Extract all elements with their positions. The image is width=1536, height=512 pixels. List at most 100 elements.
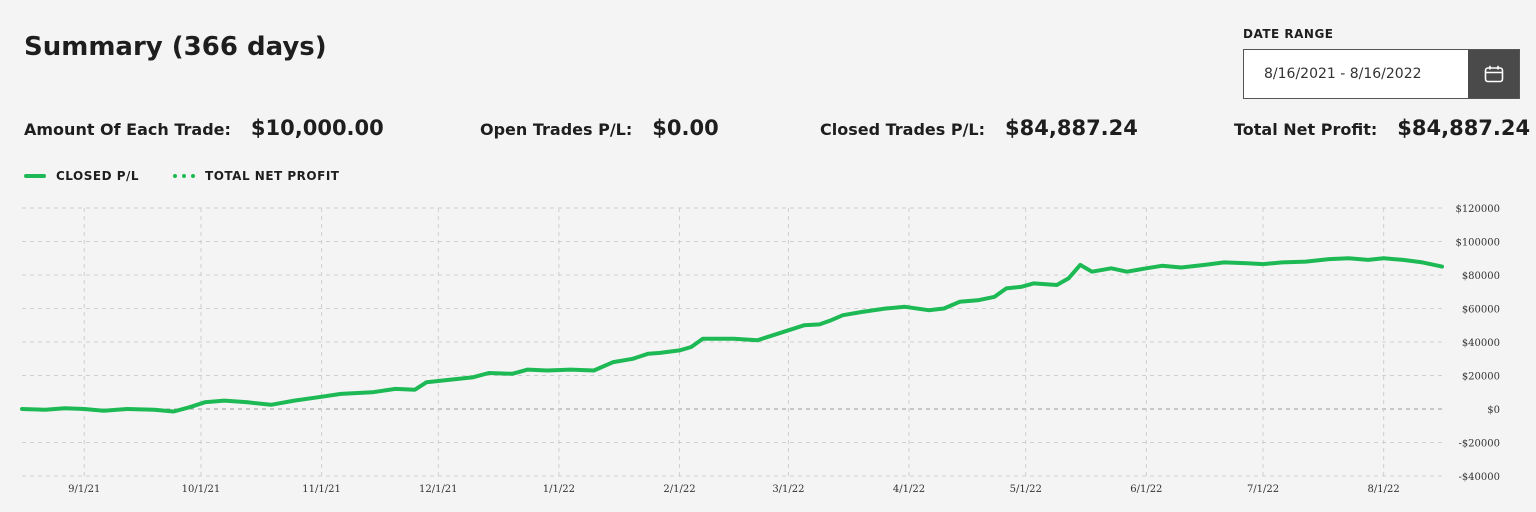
closed-pl-point	[569, 368, 572, 371]
y-tick-label: $60000	[1462, 305, 1500, 316]
y-tick-label: $40000	[1462, 338, 1500, 349]
closed-pl-point	[394, 388, 397, 390]
closed-pl-point	[631, 357, 634, 360]
amount-each-trade-label: Amount Of Each Trade:	[24, 120, 231, 139]
closed-pl-point	[316, 396, 319, 399]
closed-pl-point	[647, 352, 650, 355]
calendar-icon	[1484, 65, 1503, 83]
closed-pl-point	[1032, 282, 1035, 285]
closed-pl-point	[172, 410, 175, 413]
closed-pl-point	[1223, 261, 1225, 264]
closed-pl-point	[943, 307, 945, 310]
closed-pl-point	[425, 381, 428, 383]
page-title: Summary (366 days)	[24, 32, 327, 62]
closed-pl-point	[63, 407, 66, 409]
x-tick-label: 2/1/22	[663, 484, 695, 495]
date-range-input[interactable]	[1244, 50, 1469, 98]
x-tick-label: 8/1/22	[1368, 484, 1400, 495]
closed-pl-point	[1110, 267, 1113, 270]
closed-pl-point	[488, 372, 490, 374]
closed-pl-point	[830, 319, 833, 322]
closed-pl-point	[904, 306, 906, 308]
closed-pl-point	[1347, 257, 1350, 260]
closed-pl-point	[861, 311, 864, 313]
x-tick-label: 10/1/21	[182, 484, 221, 495]
total-net-profit-value: $84,887.24	[1397, 116, 1531, 140]
closed-pl-point	[1161, 264, 1163, 267]
closed-pl-point	[593, 369, 595, 372]
closed-pl-point	[126, 408, 128, 410]
x-tick-label: 1/1/22	[543, 484, 575, 495]
closed-pl-point	[1126, 270, 1128, 273]
pl-line-chart: $120000 $100000 $80000 $60000 $40000 $20000 $0…	[20, 204, 1500, 495]
x-tick-label: 12/1/21	[419, 484, 458, 495]
closed-pl-point	[1091, 270, 1093, 273]
closed-pl-point	[1328, 258, 1330, 260]
y-tick-label: -$40000	[1458, 472, 1500, 483]
y-tick-label: $100000	[1455, 238, 1500, 249]
x-tick-label: 4/1/22	[893, 484, 925, 495]
closed-pl-point	[340, 393, 342, 395]
calendar-button[interactable]	[1468, 50, 1519, 98]
closed-pl-point	[1262, 263, 1264, 265]
amount-each-trade-value: $10,000.00	[250, 116, 384, 140]
closed-pl-point	[659, 352, 661, 354]
y-tick-label: $20000	[1462, 372, 1500, 383]
solid-line-swatch	[24, 174, 46, 178]
closed-pl-point	[188, 406, 191, 409]
legend-item-total-net-profit[interactable]: TOTAL NET PROFIT	[173, 169, 339, 183]
closed-pl-point	[1145, 267, 1148, 270]
x-tick-label: 11/1/21	[302, 484, 341, 495]
closed-pl-point	[612, 361, 615, 363]
total-net-profit-label: Total Net Profit:	[1234, 120, 1378, 139]
closed-pl-point	[414, 388, 416, 391]
closed-pl-point	[44, 409, 47, 411]
closed-pl-series-line	[20, 256, 1444, 414]
closed-pl-point	[1402, 259, 1404, 261]
closed-pl-point	[1382, 257, 1385, 260]
closed-pl-point	[472, 376, 475, 378]
closed-pl-point	[1021, 285, 1023, 288]
closed-pl-point	[787, 329, 790, 332]
closed-pl-point	[842, 314, 844, 316]
closed-pl-point	[511, 373, 513, 375]
closed-pl-point	[546, 369, 549, 372]
closed-pl-point	[678, 349, 681, 352]
open-trades-value: $0.00	[652, 116, 719, 140]
closed-pl-point	[270, 404, 272, 406]
closed-pl-point	[958, 301, 961, 303]
closed-pl-point	[526, 368, 529, 371]
closed-pl-point	[223, 399, 226, 402]
x-tick-label: 7/1/22	[1247, 484, 1279, 495]
closed-pl-point	[978, 299, 980, 301]
closed-pl-point	[803, 324, 805, 327]
y-tick-label: $80000	[1462, 271, 1500, 282]
closed-pl-point	[1056, 284, 1058, 286]
closed-pl-point	[371, 391, 373, 394]
closed-pl-point	[204, 401, 206, 404]
legend-total-net-profit-label: TOTAL NET PROFIT	[205, 169, 340, 183]
closed-pl-point	[83, 408, 86, 410]
legend-item-closed-pl[interactable]: CLOSED P/L	[24, 169, 139, 183]
date-range-label: DATE RANGE	[1243, 27, 1334, 41]
closed-pl-point	[1421, 261, 1424, 264]
closed-pl-point	[1246, 262, 1249, 265]
y-tick-label: -$20000	[1458, 439, 1500, 450]
x-tick-label: 9/1/21	[68, 484, 100, 495]
closed-pl-point	[1305, 260, 1307, 263]
open-trades-label: Open Trades P/L:	[480, 120, 633, 139]
closed-pl-point	[102, 409, 105, 412]
legend-closed-pl-label: CLOSED P/L	[56, 169, 140, 183]
closed-pl-point	[21, 408, 23, 410]
closed-pl-point	[993, 295, 996, 298]
closed-pl-point	[1367, 259, 1369, 261]
stat-total-net-profit: Total Net Profit: $84,887.24	[1234, 116, 1530, 140]
dotted-line-swatch	[173, 174, 196, 178]
stat-amount-each-trade: Amount Of Each Trade: $10,000.00	[24, 116, 384, 140]
date-range-picker[interactable]	[1243, 49, 1520, 99]
closed-pl-point	[1067, 277, 1070, 280]
stat-closed-trades: Closed Trades P/L: $84,887.24	[820, 116, 1138, 140]
closed-pl-point	[772, 334, 774, 337]
y-tick-label: $0	[1487, 405, 1500, 416]
closed-pl-point	[702, 337, 704, 340]
